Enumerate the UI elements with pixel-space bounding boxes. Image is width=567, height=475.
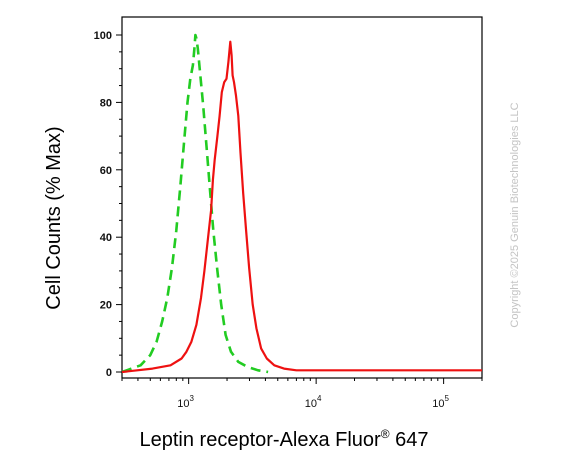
x-tick-label-exponent: 3 xyxy=(190,394,195,403)
x-tick-label-exponent: 5 xyxy=(445,394,450,403)
x-tick-label-base: 10 xyxy=(177,398,189,410)
x-tick-label-exponent: 4 xyxy=(317,394,322,403)
y-tick-label: 100 xyxy=(94,30,112,42)
x-tick-label-base: 10 xyxy=(305,398,317,410)
y-axis-title: Cell Counts (% Max) xyxy=(43,126,65,309)
x-axis-title-registered-mark: ® xyxy=(381,427,390,441)
y-tick-label: 80 xyxy=(100,97,112,109)
y-tick-label: 60 xyxy=(100,165,112,177)
x-axis-title-suffix: 647 xyxy=(390,429,429,451)
plot-frame xyxy=(121,16,483,379)
x-tick-label: 105 xyxy=(432,394,449,410)
series-line-dashed-green xyxy=(121,33,269,374)
x-tick-label-base: 10 xyxy=(432,398,444,410)
series-line-solid-red xyxy=(121,40,482,374)
y-tick-label: 40 xyxy=(100,232,112,244)
x-tick-label: 104 xyxy=(305,394,322,410)
copyright-watermark: Copyright ©2025 Genuin Biotechnologies L… xyxy=(509,102,521,327)
x-axis-title: Leptin receptor-Alexa Fluor® 647 xyxy=(139,427,428,451)
x-tick-label: 103 xyxy=(177,394,194,410)
series-layer xyxy=(121,33,482,374)
x-axis-title-main: Leptin receptor-Alexa Fluor xyxy=(139,429,381,451)
y-tick-label: 0 xyxy=(106,367,112,379)
plot-axes xyxy=(121,16,483,379)
y-tick-label: 20 xyxy=(100,300,112,312)
